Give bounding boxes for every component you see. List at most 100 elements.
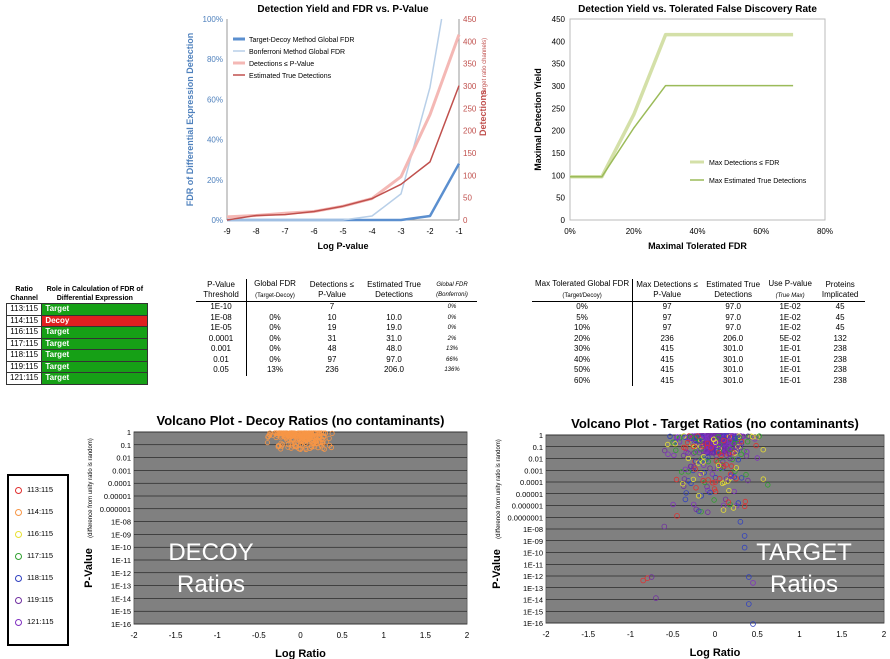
c4-x-tick: -2 bbox=[542, 630, 550, 639]
legend-label: 117:115 bbox=[27, 551, 53, 560]
c3-x-tick: 0.5 bbox=[337, 631, 349, 640]
fdr-cell: 1E-02 bbox=[779, 312, 801, 322]
c3-point bbox=[329, 430, 335, 436]
fdr-cell: 301.0 bbox=[723, 354, 744, 364]
c4-y-label-suffix: (difference from unity ratio is random) bbox=[496, 439, 502, 539]
c4-y-tick: 1 bbox=[539, 431, 543, 440]
c3-point bbox=[288, 440, 294, 447]
c4-point bbox=[683, 490, 689, 496]
c4-point bbox=[720, 459, 726, 465]
fdr-row: 40% 415 301.0 1E-01 238 bbox=[532, 354, 865, 365]
fdr-cell: 50% bbox=[532, 365, 634, 376]
fdr-cell: 236 bbox=[660, 333, 674, 343]
c1-y2-tick: 0 bbox=[463, 216, 468, 225]
c4-x-label: Log Ratio bbox=[690, 647, 741, 659]
c3-x-label: Log Ratio bbox=[275, 648, 326, 659]
pvalue-cell: 0.001 bbox=[196, 344, 247, 355]
c4-x-tick: -0.5 bbox=[666, 630, 680, 639]
c2-x-tick: 40% bbox=[689, 227, 705, 236]
c4-point bbox=[704, 484, 710, 490]
c3-point bbox=[309, 444, 315, 450]
c3-y-tick: 1E-11 bbox=[112, 556, 131, 565]
fdr-cell: 97 bbox=[662, 323, 672, 332]
fdr-cell: 238 bbox=[833, 344, 847, 353]
fdr-cell: 1E-02 bbox=[779, 323, 801, 332]
pvalue-cell: 0% bbox=[269, 323, 281, 332]
c2-y-tick: 300 bbox=[552, 82, 566, 91]
c4-point bbox=[699, 440, 705, 446]
fdr-cell: 40% bbox=[532, 354, 634, 365]
c4-x-tick: 2 bbox=[882, 630, 887, 639]
fdr-cell: 238 bbox=[833, 375, 847, 385]
c3-y-tick: 0.01 bbox=[116, 454, 131, 463]
c4-point bbox=[685, 455, 691, 462]
pvalue-cell bbox=[361, 302, 427, 313]
fdr-cell: 45 bbox=[835, 302, 845, 311]
c4-point bbox=[705, 435, 711, 441]
c3-y-tick: 1E-13 bbox=[111, 582, 131, 591]
c4-point bbox=[711, 486, 718, 492]
role-value: Target bbox=[41, 337, 149, 350]
c3-x-tick: -2 bbox=[130, 631, 138, 640]
c2-y-tick: 100 bbox=[552, 171, 566, 180]
c4-annotation-line2: Ratios bbox=[770, 571, 838, 598]
c4-point bbox=[710, 480, 716, 486]
c2-title: Detection Yield vs. Tolerated False Disc… bbox=[578, 4, 817, 15]
role-row: 121:115 Target bbox=[5, 372, 149, 385]
c1-legend-label: Detections ≤ P-Value bbox=[249, 61, 314, 68]
c3-point bbox=[282, 430, 288, 436]
c1-y2-tick: 200 bbox=[463, 127, 477, 136]
c4-point bbox=[732, 444, 738, 450]
c4-point bbox=[719, 480, 726, 487]
role-value: Decoy bbox=[41, 314, 149, 327]
c4-point bbox=[682, 466, 689, 472]
c4-point bbox=[682, 496, 689, 503]
c2-x-tick: 20% bbox=[626, 227, 642, 236]
c4-point bbox=[682, 434, 688, 440]
c4-point bbox=[698, 471, 704, 477]
pvalue-cell: 7 bbox=[329, 302, 335, 311]
pvalue-cell: 0% bbox=[447, 325, 457, 331]
c4-y-tick: 1E-12 bbox=[523, 572, 543, 581]
c1-series-line bbox=[227, 163, 461, 222]
fdr-cell: 1E-01 bbox=[779, 344, 801, 353]
c4-point bbox=[700, 443, 706, 449]
c1-x-tick: -6 bbox=[310, 227, 318, 236]
c4-point bbox=[665, 451, 671, 457]
legend-label: 119:115 bbox=[27, 595, 53, 604]
c3-y-tick: 0.1 bbox=[121, 441, 131, 450]
c4-x-tick: 1 bbox=[797, 630, 802, 639]
c4-point bbox=[723, 452, 729, 458]
c3-y-tick: 1 bbox=[127, 428, 131, 437]
c2-y-tick: 150 bbox=[552, 149, 566, 158]
c3-y-tick: 1E-09 bbox=[111, 530, 131, 539]
fdr-cell: 97.0 bbox=[725, 312, 741, 322]
c4-y-tick: 0.0001 bbox=[520, 478, 543, 487]
c1-y-tick: 60% bbox=[207, 95, 223, 104]
c3-point bbox=[273, 430, 279, 436]
c4-point bbox=[640, 577, 646, 584]
c4-point bbox=[733, 465, 739, 471]
c3-x-tick: -1 bbox=[214, 631, 222, 640]
role-channel: 121:115 bbox=[5, 372, 43, 385]
c1-y-tick: 40% bbox=[207, 136, 223, 145]
c2-y-tick: 0 bbox=[561, 216, 566, 225]
c4-point bbox=[698, 444, 704, 450]
c3-point bbox=[278, 440, 284, 446]
c4-point bbox=[737, 518, 744, 525]
c4-point bbox=[750, 580, 756, 586]
c4-point bbox=[730, 505, 737, 511]
c3-point bbox=[293, 444, 299, 450]
c4-point bbox=[681, 433, 687, 439]
c3-y-tick: 0.00001 bbox=[104, 492, 131, 501]
c4-point bbox=[724, 446, 730, 452]
pv-header-detections: Detections ≤ P-Value bbox=[303, 279, 361, 302]
c4-y-tick: 1E-15 bbox=[523, 607, 543, 616]
c4-point bbox=[728, 473, 734, 480]
c3-point bbox=[300, 435, 306, 441]
role-row: 114:115 Decoy bbox=[5, 314, 149, 327]
c1-y2-tick: 450 bbox=[463, 15, 477, 24]
role-channel: 114:115 bbox=[5, 314, 43, 327]
c4-point bbox=[692, 466, 698, 472]
fdr-cell: 415 bbox=[660, 344, 674, 353]
